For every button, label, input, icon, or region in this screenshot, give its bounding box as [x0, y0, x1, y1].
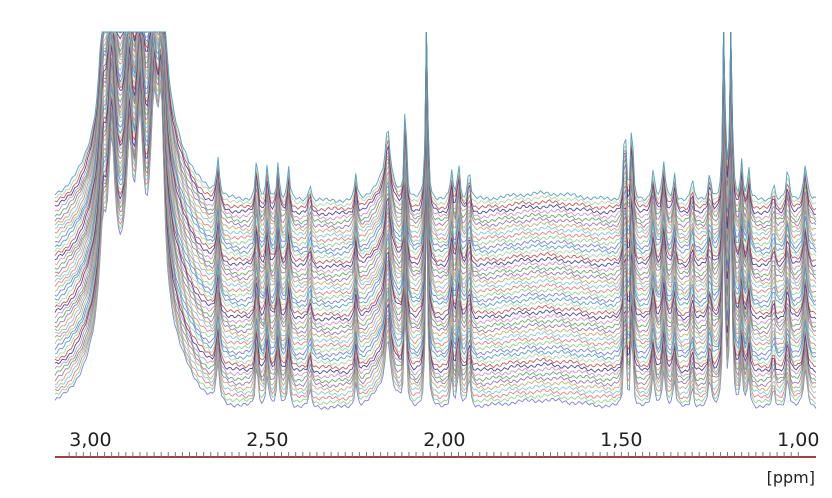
spectrum-trace	[54, 31, 817, 353]
spectrum-trace	[55, 30, 817, 344]
spectrum-trace	[54, 81, 817, 406]
spectrum-trace	[54, 31, 817, 340]
spectrum-trace	[54, 67, 817, 393]
spectrum-trace	[54, 31, 817, 239]
spectrum-trace	[54, 76, 817, 401]
x-tick-label: 1,00	[777, 429, 819, 451]
minor-ticks	[68, 452, 799, 457]
spectrum-trace	[54, 73, 817, 397]
spectrum-trace	[54, 31, 817, 291]
spectrum-trace	[54, 31, 817, 222]
spectrum-trace	[54, 30, 817, 300]
stacked-spectra	[54, 30, 817, 411]
x-tick-label: 1,50	[600, 429, 642, 451]
spectrum-trace	[54, 31, 817, 230]
spectrum-trace	[54, 30, 817, 296]
x-tick-label: 2,50	[246, 429, 288, 451]
x-tick-label: 3,00	[69, 429, 111, 451]
spectrum-trace	[54, 31, 817, 248]
spectrum-trace	[54, 31, 817, 208]
spectrum-trace	[54, 31, 817, 283]
spectrum-trace	[54, 31, 817, 309]
spectrum-trace	[54, 55, 817, 380]
spectrum-trace	[54, 31, 817, 261]
spectrum-trace	[54, 31, 817, 332]
spectrum-trace	[54, 86, 817, 411]
spectrum-trace	[54, 31, 817, 279]
spectrum-trace	[54, 31, 817, 322]
spectrum-trace	[54, 46, 817, 371]
spectrum-trace	[54, 35, 817, 362]
x-axis-unit-label: [ppm]	[767, 468, 815, 487]
spectrum-trace	[54, 31, 817, 327]
spectrum-trace	[54, 31, 816, 217]
ppm-axis: 3,00 2,50 2,00 1,50 1,00	[55, 429, 819, 458]
spectrum-trace	[54, 31, 817, 269]
spectrum-trace	[54, 31, 817, 252]
spectrum-trace	[54, 31, 817, 226]
tick-labels: 3,00 2,50 2,00 1,50 1,00	[69, 429, 819, 451]
spectrum-trace	[54, 31, 817, 349]
spectrum-trace	[54, 31, 817, 288]
spectrum-trace	[54, 31, 817, 305]
spectrum-trace	[54, 51, 817, 375]
spectrum-trace	[54, 31, 817, 235]
spectrum-trace	[54, 31, 817, 257]
spectrum-trace	[54, 62, 817, 389]
spectrum-trace	[54, 60, 817, 384]
spectrum-trace	[54, 31, 817, 244]
spectrum-trace	[54, 31, 817, 318]
spectrum-trace	[54, 31, 817, 212]
spectrum-trace	[54, 32, 817, 358]
spectrum-trace	[54, 41, 817, 366]
spectrum-trace	[54, 31, 817, 204]
spectrum-trace	[54, 31, 817, 336]
x-tick-label: 2,00	[423, 429, 465, 451]
spectrum-trace	[54, 31, 817, 265]
spectrum-trace	[55, 31, 817, 313]
spectrum-trace	[54, 31, 817, 274]
